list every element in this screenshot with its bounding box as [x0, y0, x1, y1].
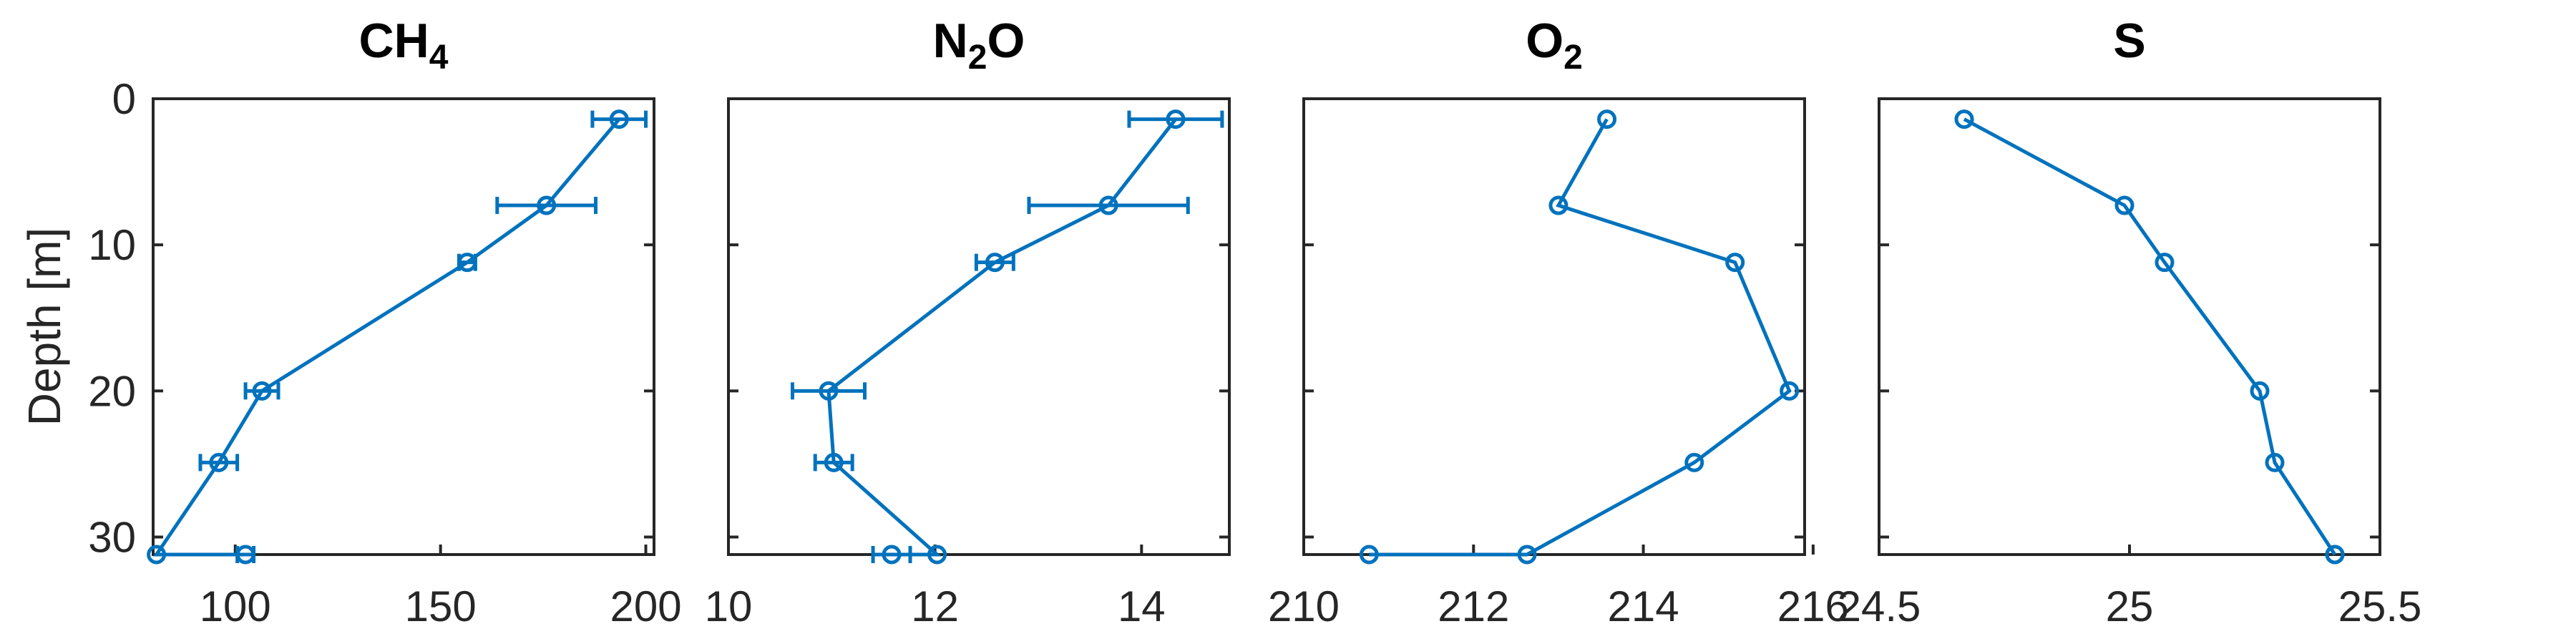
- panel-0: CH4 0 10 20 30 100 150 200 Depth [m]: [19, 14, 682, 630]
- data-point: [2114, 195, 2135, 215]
- y-axis-label: Depth [m]: [19, 228, 70, 426]
- x-tick-label: 100: [200, 582, 271, 630]
- x-tick-label: 25: [2106, 582, 2154, 630]
- data-point: [1166, 109, 1186, 130]
- x-tick-label: 12: [911, 582, 959, 630]
- x-tick-label: 200: [610, 582, 681, 630]
- title-suffix: O: [987, 14, 1025, 68]
- title-main: O: [1526, 14, 1563, 68]
- data-point: [2155, 253, 2175, 273]
- data-point: [882, 545, 902, 565]
- x-tick-label: 214: [1608, 582, 1679, 630]
- error-bar: [590, 110, 648, 128]
- data-point: [1548, 195, 1568, 215]
- x-tick-label: 24.5: [1838, 582, 1921, 630]
- error-bar: [871, 546, 912, 563]
- data-point: [252, 381, 272, 401]
- panel-title: N2O: [933, 14, 1025, 77]
- series-line: [1369, 118, 1792, 557]
- y-tick-label: 20: [88, 367, 136, 415]
- error-bar: [198, 454, 240, 472]
- panel-title: O2: [1526, 14, 1583, 77]
- data-point: [235, 545, 255, 565]
- x-tick-label: 212: [1438, 582, 1509, 630]
- y-tick-label: 10: [88, 221, 136, 269]
- error-bar: [243, 382, 280, 400]
- data-point: [1359, 545, 1379, 565]
- axes-box: [1302, 97, 1806, 556]
- data-point: [1597, 109, 1617, 130]
- x-tick-label: 210: [1268, 582, 1340, 630]
- data-point: [457, 253, 477, 273]
- data-point: [147, 545, 167, 565]
- data-point: [209, 452, 229, 472]
- title-main: N: [933, 14, 968, 68]
- data-point: [2265, 452, 2285, 472]
- x-tick-label: 14: [1118, 582, 1166, 630]
- axes-box: [1878, 97, 2381, 556]
- title-subscript: 2: [1563, 39, 1583, 77]
- series-line: [1963, 117, 2337, 556]
- x-tick-label: 150: [405, 582, 477, 630]
- title-main: CH: [359, 14, 429, 68]
- error-bar: [790, 382, 867, 400]
- data-point: [1517, 545, 1537, 565]
- error-bar: [974, 253, 1015, 271]
- data-point: [2325, 545, 2345, 565]
- title-main: S: [2113, 14, 2145, 68]
- series-line: [826, 118, 1177, 557]
- y-tick-label: 0: [112, 75, 136, 123]
- data-point: [927, 545, 947, 565]
- panel-title: CH4: [359, 14, 449, 77]
- data-point: [537, 195, 557, 215]
- error-bar: [813, 454, 854, 472]
- panel-1: N2O 10 12 14: [705, 14, 1231, 630]
- data-point: [609, 109, 629, 130]
- axes-box: [727, 97, 1231, 556]
- data-point: [985, 253, 1005, 273]
- data-point: [824, 452, 844, 472]
- data-point: [1954, 109, 1974, 130]
- panel-2: O2 210 212 214 216: [1268, 14, 1849, 630]
- data-point: [1098, 195, 1118, 215]
- x-tick-label: 10: [705, 582, 753, 630]
- title-subscript: 4: [429, 39, 449, 77]
- panel-title: S: [2113, 14, 2145, 68]
- axes-box: [152, 97, 655, 556]
- data-point: [819, 381, 839, 401]
- series-line: [152, 117, 621, 557]
- panel-3: S 24.5 25 25.5: [1838, 14, 2422, 630]
- error-bar: [1027, 197, 1190, 215]
- error-bar: [495, 197, 598, 215]
- title-subscript: 2: [968, 39, 987, 77]
- x-tick-label: 216: [1777, 582, 1849, 630]
- error-bar: [1127, 110, 1224, 128]
- data-point: [1684, 452, 1704, 472]
- data-point: [2250, 381, 2270, 401]
- y-tick-label: 30: [88, 514, 136, 562]
- data-point: [1725, 253, 1745, 273]
- x-tick-label: 25.5: [2338, 582, 2422, 630]
- data-point: [1780, 381, 1800, 401]
